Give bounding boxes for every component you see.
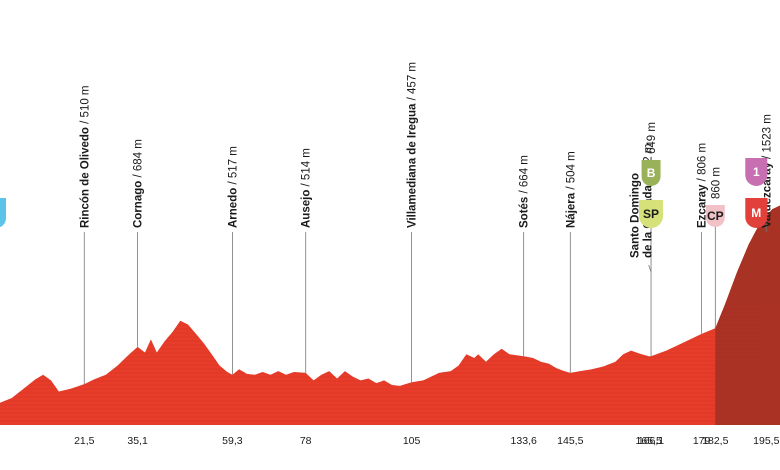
distance-tick-4: 105 (403, 435, 421, 447)
distance-tick-3: 78 (300, 435, 312, 447)
elevation-area (0, 205, 780, 425)
place-alt-text: / 1523 m (761, 114, 773, 162)
distance-tick-5: 133,6 (511, 435, 537, 447)
place-label-1: Cornago / 684 m (133, 139, 145, 228)
place-name-8: Ezcaray / 806 m (697, 143, 709, 228)
badges: B 649 m SP CP 860 m 1 M (0, 122, 768, 229)
place-alt-text: / 517 m (227, 146, 239, 188)
distance-tick-8: 166,1 (638, 435, 664, 447)
finish-climb-fill (715, 205, 780, 425)
place-label-2: Arnedo / 517 m (227, 146, 239, 228)
start-badge (0, 198, 6, 228)
place-name-text: Villamediana de Iregua (407, 103, 419, 228)
place-alt-text: / 510 m (79, 85, 91, 127)
elevation-fill (0, 205, 780, 425)
place-label-3: Ausejo / 514 m (301, 148, 313, 228)
place-alt-text: / 806 m (697, 143, 709, 185)
badge-alt-text: 860 m (710, 167, 722, 199)
place-labels: Rincón de Olivedo / 510 m Cornago / 684 m… (79, 62, 773, 258)
place-label-5: Sotés / 664 m (519, 155, 531, 228)
distance-tick-11: 195,5 (753, 435, 779, 447)
badge-text-m: M (751, 206, 761, 220)
place-name-3: Ausejo / 514 m (301, 148, 313, 228)
place-name-2: Arnedo / 517 m (227, 146, 239, 228)
place-name-text: Santo Domingo (630, 173, 642, 258)
place-name-0: Rincón de Olivedo / 510 m (79, 85, 91, 228)
badge-text-sp: SP (643, 207, 659, 221)
distance-tick-2: 59,3 (222, 435, 243, 447)
place-name-6: Nájera / 504 m (565, 151, 577, 228)
place-name-text: Rincón de Olivedo (79, 127, 91, 228)
badge-text-cp: CP (707, 209, 724, 223)
place-label-8: Ezcaray / 806 m (697, 143, 709, 228)
place-name-5: Sotés / 664 m (519, 155, 531, 228)
distance-tick-10: 182,5 (702, 435, 728, 447)
place-name-text: Arnedo (227, 188, 239, 228)
place-line-7 (648, 264, 652, 357)
distance-tick-1: 35,1 (127, 435, 148, 447)
badge-text-b: B (647, 166, 656, 180)
distance-tick-9: 179 (693, 435, 711, 447)
place-alt-text: / 684 m (133, 139, 145, 181)
badge-1 (745, 158, 768, 187)
distance-tick-0: 21,5 (74, 435, 95, 447)
badge-cp (705, 205, 725, 227)
badge-sp (639, 200, 664, 228)
place-name-text: Ausejo (301, 190, 313, 228)
place-label-4: Villamediana de Iregua / 457 m (407, 62, 419, 228)
place-alt-text: / 457 m (407, 62, 419, 104)
place-label-0: Rincón de Olivedo / 510 m (79, 85, 91, 228)
badge-m (745, 198, 768, 229)
place-alt-text: / 514 m (301, 148, 313, 190)
place-alt-text: / 664 m (519, 155, 531, 197)
place-name-text: Nájera (565, 192, 577, 228)
place-name-1: Cornago / 684 m (133, 139, 145, 228)
place-name-4: Villamediana de Iregua / 457 m (407, 62, 419, 228)
badge-alt-text: 649 m (646, 122, 658, 154)
badge-alt-2: 860 m (710, 167, 722, 199)
place-label-6: Nájera / 504 m (565, 151, 577, 228)
place-name-text: Ezcaray (697, 184, 709, 228)
place-name-text: Cornago (133, 181, 145, 228)
distance-tick-7: 165,5 (636, 435, 662, 447)
distance-tick-6: 145,5 (557, 435, 583, 447)
badge-alt-0: 649 m (646, 122, 658, 154)
place-alt-text: / 504 m (565, 151, 577, 193)
badge-b (641, 160, 661, 186)
place-name-text: Sotés (519, 197, 531, 228)
badge-text-1: 1 (753, 165, 760, 179)
place-name-7: Santo Domingo (630, 173, 642, 258)
